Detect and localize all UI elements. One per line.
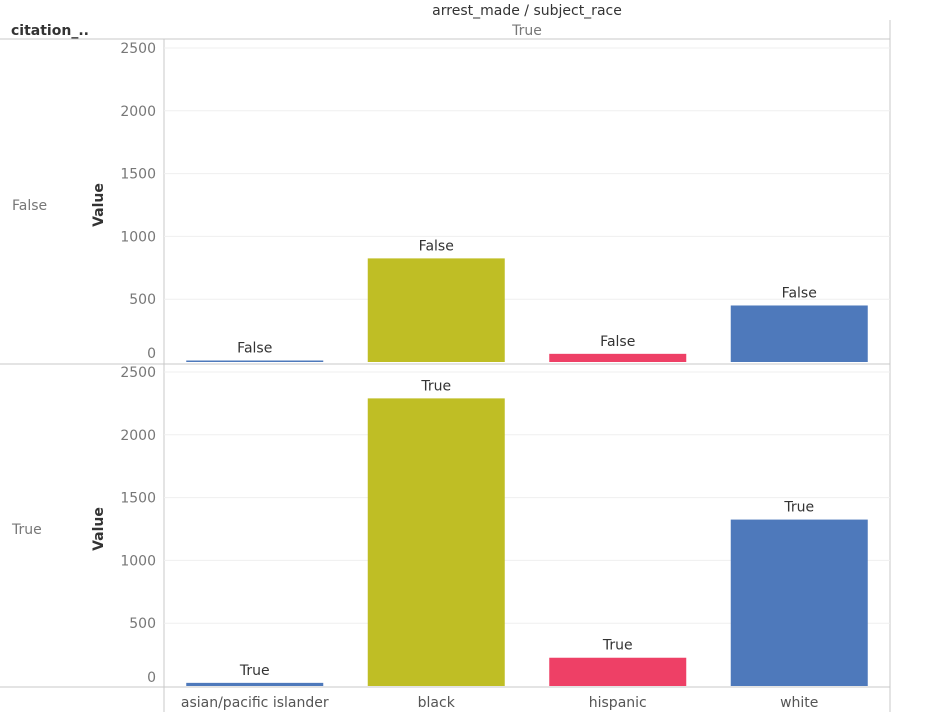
bar-true-asian-pacific-islander: [186, 682, 324, 686]
x-category-label: white: [780, 695, 818, 711]
y-tick-label: 0: [147, 670, 156, 686]
row-header: citation_..: [11, 23, 89, 39]
y-tick-label: 2000: [120, 428, 156, 444]
data-label: True: [239, 663, 270, 679]
bar-false-hispanic: [549, 353, 687, 362]
y-tick-label: 1500: [120, 167, 156, 183]
x-category-label: black: [418, 695, 456, 711]
data-label: True: [783, 500, 814, 516]
data-label: True: [602, 638, 633, 654]
y-tick-label: 1000: [120, 229, 156, 245]
y-tick-label: 2500: [120, 365, 156, 381]
bar-true-hispanic: [549, 657, 687, 686]
data-label: False: [600, 334, 635, 350]
data-label: True: [420, 378, 451, 394]
row-label-true: True: [11, 522, 42, 538]
y-tick-label: 1500: [120, 491, 156, 507]
y-tick-label: 2500: [120, 41, 156, 57]
y-axis-title: Value: [91, 507, 107, 551]
bar-true-white: [730, 519, 868, 686]
bar-false-asian-pacific-islander: [186, 360, 324, 362]
data-label: False: [237, 341, 272, 357]
y-tick-label: 2000: [120, 104, 156, 120]
y-tick-label: 0: [147, 346, 156, 362]
x-category-label: asian/pacific islander: [181, 695, 329, 711]
row-label-false: False: [12, 198, 47, 214]
y-tick-label: 500: [129, 292, 156, 308]
y-tick-label: 500: [129, 616, 156, 632]
data-label: False: [782, 285, 817, 301]
bar-false-white: [730, 305, 868, 362]
y-axis-title: Value: [91, 183, 107, 227]
x-category-label: hispanic: [589, 695, 647, 711]
y-tick-label: 1000: [120, 553, 156, 569]
bar-true-black: [367, 398, 505, 686]
bar-false-black: [367, 258, 505, 362]
chart-title: arrest_made / subject_race: [432, 3, 622, 19]
column-header: True: [511, 23, 542, 39]
data-label: False: [419, 238, 454, 254]
